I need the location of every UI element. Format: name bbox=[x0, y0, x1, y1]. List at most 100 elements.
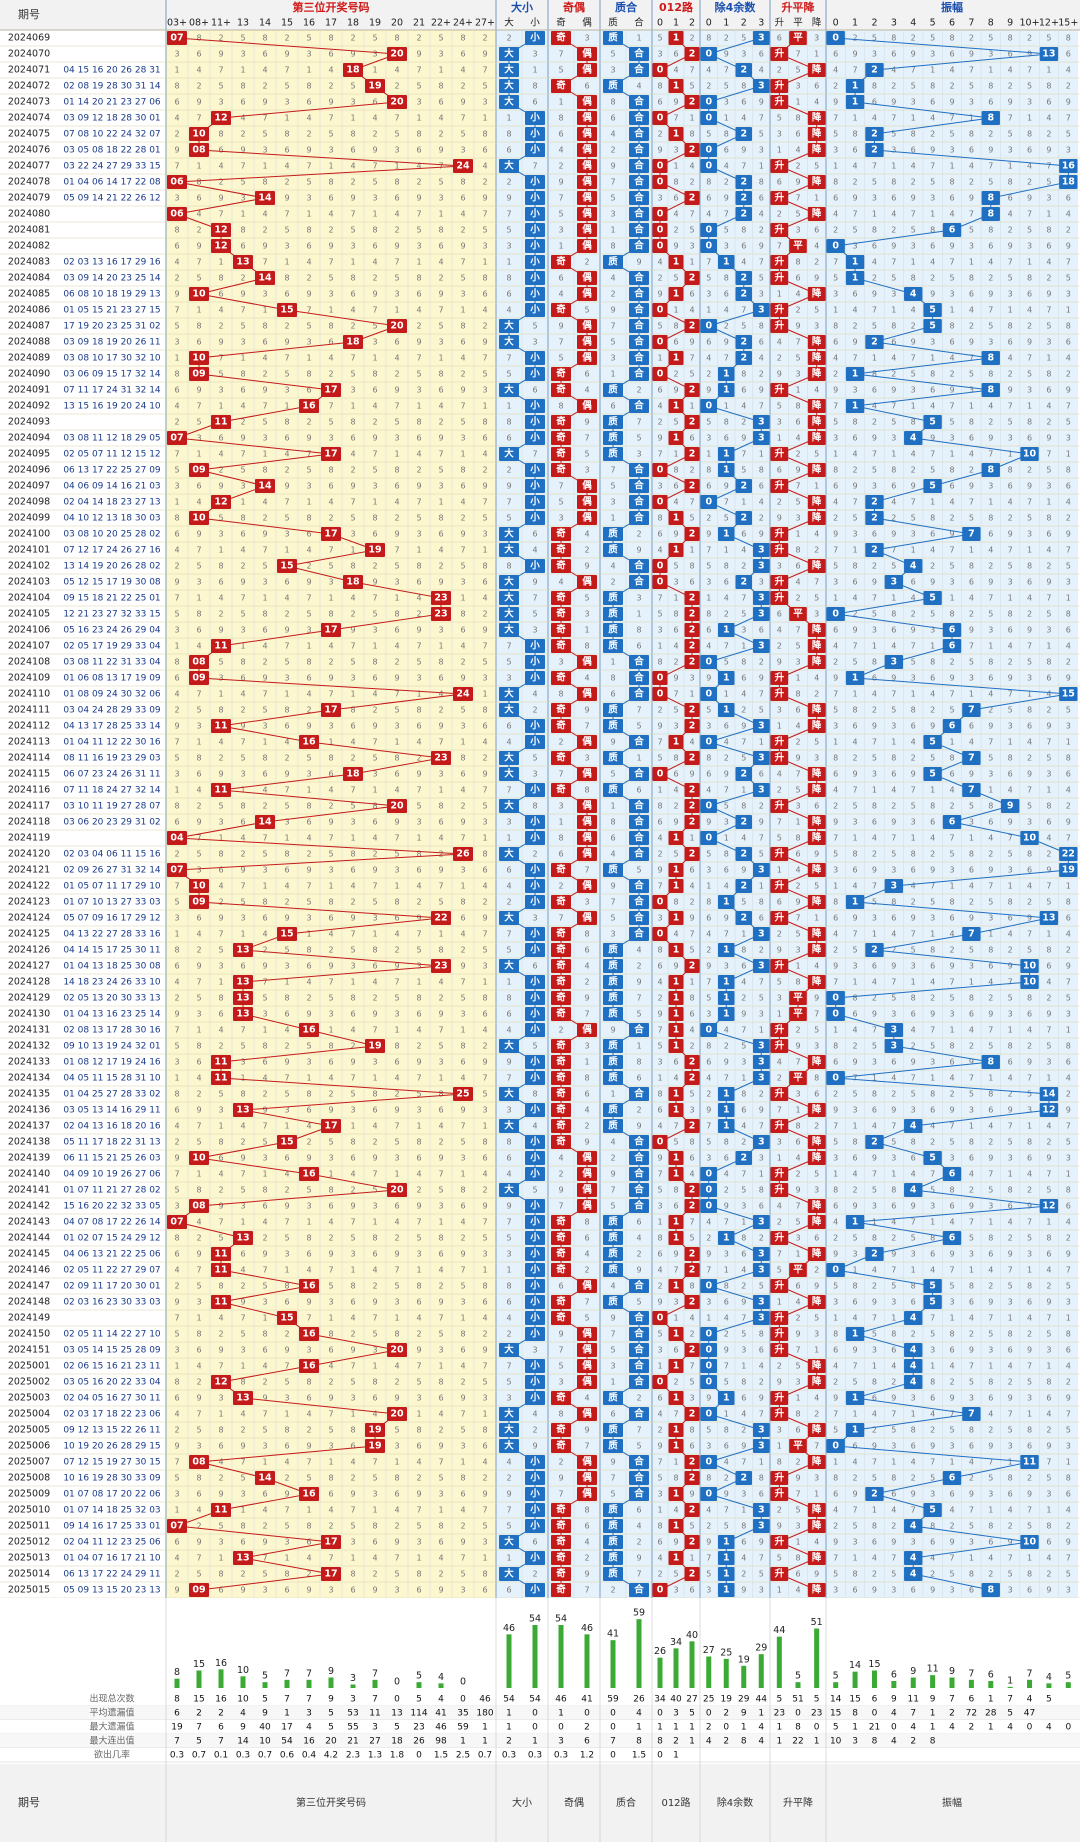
omission-count: 3 bbox=[262, 578, 267, 587]
omission-count: 1 bbox=[262, 306, 267, 315]
omission-count: 5 bbox=[372, 178, 377, 187]
omission-count: 6 bbox=[724, 1442, 729, 1451]
omission-count: 1 bbox=[872, 642, 877, 651]
omission-count: 6 bbox=[262, 626, 267, 635]
omission-count: 6 bbox=[1027, 578, 1032, 587]
hit-label-pos: 13 bbox=[236, 1233, 249, 1244]
omission-count: 5 bbox=[657, 322, 662, 331]
omission-count: 7 bbox=[853, 1074, 858, 1083]
omission-count: 8 bbox=[394, 898, 399, 907]
omission-count: 9 bbox=[262, 530, 267, 539]
omission-count: 1 bbox=[1027, 1266, 1032, 1275]
omission-count: 5 bbox=[777, 1554, 782, 1563]
omission-count: 2 bbox=[724, 178, 729, 187]
omission-count: 9 bbox=[438, 866, 443, 875]
omission-count: 3 bbox=[833, 146, 838, 155]
omission-count: 2 bbox=[394, 226, 399, 235]
omission-count: 1 bbox=[1066, 1458, 1071, 1467]
omission-count: 9 bbox=[372, 1010, 377, 1019]
omission-count: 2 bbox=[482, 466, 487, 475]
period-label: 2024131 bbox=[8, 1025, 50, 1036]
omission-count: 5 bbox=[1066, 418, 1071, 427]
omission-count: 8 bbox=[482, 994, 487, 1003]
omission-count: 9 bbox=[949, 1106, 954, 1115]
omission-count: 8 bbox=[853, 994, 858, 1003]
omission-count: 4 bbox=[724, 306, 729, 315]
omission-count: 8 bbox=[930, 1090, 935, 1099]
omission-count: 6 bbox=[284, 434, 289, 443]
omission-count: 1 bbox=[328, 1314, 333, 1323]
omission-count: 6 bbox=[174, 530, 179, 539]
omission-count: 3 bbox=[558, 226, 563, 235]
omission-count: 3 bbox=[506, 674, 511, 683]
omission-count: 7 bbox=[988, 306, 993, 315]
omission-count: 4 bbox=[872, 1554, 877, 1563]
omission-count: 1 bbox=[174, 354, 179, 363]
omission-count: 6 bbox=[394, 770, 399, 779]
omission-count: 5 bbox=[482, 82, 487, 91]
omission-count: 3 bbox=[689, 242, 694, 251]
omission-count: 5 bbox=[350, 82, 355, 91]
omission-count: 7 bbox=[1046, 450, 1051, 459]
omission-count: 3 bbox=[306, 50, 311, 59]
period-label: 2024139 bbox=[8, 1153, 50, 1164]
omission-count: 7 bbox=[558, 194, 563, 203]
omission-count: 2 bbox=[741, 418, 746, 427]
omission-count: 7 bbox=[911, 786, 916, 795]
omission-count: 3 bbox=[394, 434, 399, 443]
omission-count: 7 bbox=[872, 882, 877, 891]
omission-count: 9 bbox=[673, 386, 678, 395]
omission-count: 3 bbox=[706, 1298, 711, 1307]
omission-count: 5 bbox=[240, 1186, 245, 1195]
omission-count: 2 bbox=[759, 946, 764, 955]
omission-count: 7 bbox=[724, 354, 729, 363]
omission-count: 9 bbox=[196, 242, 201, 251]
omission-count: 4 bbox=[438, 1266, 443, 1275]
omission-count: 7 bbox=[328, 546, 333, 555]
omission-count: 7 bbox=[196, 258, 201, 267]
omission-count: 3 bbox=[969, 1394, 974, 1403]
omission-count: 4 bbox=[610, 130, 615, 139]
hit-label-pos: 13 bbox=[236, 993, 249, 1004]
omission-count: 9 bbox=[1046, 1154, 1051, 1163]
omission-count: 8 bbox=[724, 1426, 729, 1435]
omission-count: 6 bbox=[240, 818, 245, 827]
omission-count: 7 bbox=[506, 498, 511, 507]
omission-count: 9 bbox=[460, 530, 465, 539]
hit-label-pos: 10 bbox=[192, 289, 206, 300]
hit-label-pos: 13 bbox=[236, 977, 249, 988]
omission-count: 6 bbox=[891, 626, 896, 635]
omission-count: 6 bbox=[240, 242, 245, 251]
omission-count: 6 bbox=[911, 1442, 916, 1451]
omission-count: 2 bbox=[306, 274, 311, 283]
omission-count: 6 bbox=[891, 50, 896, 59]
omission-count: 3 bbox=[853, 386, 858, 395]
omission-count: 5 bbox=[558, 210, 563, 219]
omission-count: 3 bbox=[532, 50, 537, 59]
hit-label-pos: 18 bbox=[346, 65, 360, 76]
omission-count: 9 bbox=[759, 242, 764, 251]
omission-count: 7 bbox=[930, 1026, 935, 1035]
omission-count: 8 bbox=[196, 178, 201, 187]
omission-count: 1 bbox=[328, 594, 333, 603]
omission-count: 1 bbox=[196, 1026, 201, 1035]
omission-count: 8 bbox=[706, 1474, 711, 1483]
column-header: 升 bbox=[775, 18, 785, 29]
hit-label-pos: 19 bbox=[368, 81, 381, 92]
omission-count: 8 bbox=[673, 322, 678, 331]
omission-count: 4 bbox=[284, 882, 289, 891]
omission-count: 6 bbox=[306, 1538, 311, 1547]
omission-count: 7 bbox=[930, 450, 935, 459]
omission-count: 8 bbox=[284, 1570, 289, 1579]
omission-count: 5 bbox=[1027, 1378, 1032, 1387]
hit-label-pos: 11 bbox=[214, 1249, 227, 1260]
omission-count: 1 bbox=[911, 1410, 916, 1419]
omission-count: 7 bbox=[724, 642, 729, 651]
omission-count: 4 bbox=[853, 306, 858, 315]
omission-count: 8 bbox=[174, 514, 179, 523]
omission-count: 7 bbox=[350, 1362, 355, 1371]
omission-count: 8 bbox=[706, 178, 711, 187]
omission-count: 8 bbox=[891, 34, 896, 43]
omission-count: 6 bbox=[988, 1394, 993, 1403]
draw-numbers: 01 06 08 13 17 19 09 bbox=[63, 674, 161, 684]
